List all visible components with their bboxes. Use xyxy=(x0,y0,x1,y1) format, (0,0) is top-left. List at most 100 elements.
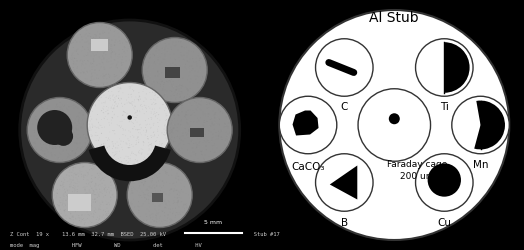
Point xyxy=(169,182,177,186)
Point xyxy=(202,140,210,144)
Point xyxy=(171,213,180,217)
Point xyxy=(155,124,163,128)
Point xyxy=(213,132,221,136)
Point xyxy=(70,56,79,60)
Point xyxy=(195,110,204,114)
Point xyxy=(204,122,213,126)
Point xyxy=(131,104,139,108)
Point xyxy=(39,106,47,110)
Point xyxy=(90,165,98,169)
Point xyxy=(159,75,167,79)
Point xyxy=(43,148,51,152)
Point xyxy=(86,164,94,168)
Point xyxy=(75,76,83,80)
Point xyxy=(128,100,136,103)
Point xyxy=(69,165,78,169)
Point xyxy=(92,32,100,36)
Point xyxy=(74,127,83,131)
Point xyxy=(86,183,94,187)
Point xyxy=(221,124,230,128)
Point xyxy=(193,143,201,147)
Point xyxy=(148,144,156,148)
Point xyxy=(74,60,83,64)
Point xyxy=(135,211,143,215)
Point xyxy=(118,71,127,75)
Point xyxy=(210,144,218,148)
Point xyxy=(112,146,120,150)
Point xyxy=(60,108,68,112)
Point xyxy=(69,122,77,126)
Point xyxy=(105,95,113,99)
Point xyxy=(169,61,177,65)
Point xyxy=(212,120,221,124)
Point xyxy=(170,94,179,98)
Point xyxy=(172,88,180,92)
Point xyxy=(142,80,150,84)
Point xyxy=(199,110,207,114)
Point xyxy=(123,45,132,49)
Point xyxy=(69,56,78,60)
Point xyxy=(152,183,161,187)
Point xyxy=(108,115,116,119)
Point xyxy=(77,208,85,212)
Point xyxy=(70,60,78,64)
Point xyxy=(80,74,89,78)
Point xyxy=(161,198,169,202)
Point xyxy=(108,38,116,42)
Point xyxy=(124,65,132,69)
Point xyxy=(81,70,90,74)
Point xyxy=(58,203,67,207)
Point xyxy=(183,125,192,129)
Point xyxy=(74,52,83,56)
Point xyxy=(179,68,187,72)
Point xyxy=(134,131,143,135)
Point xyxy=(105,123,114,127)
Point xyxy=(144,144,152,148)
Point xyxy=(91,197,99,201)
Point xyxy=(171,96,180,100)
Point xyxy=(193,81,202,85)
Point xyxy=(53,114,61,117)
Point xyxy=(84,31,93,35)
Point xyxy=(84,182,93,186)
Point xyxy=(150,66,159,70)
Point xyxy=(77,220,85,224)
Point xyxy=(188,138,196,142)
Point xyxy=(147,180,156,184)
Point xyxy=(199,130,208,134)
Point xyxy=(171,188,179,192)
Point xyxy=(64,99,73,103)
Point xyxy=(128,150,136,154)
Point xyxy=(150,54,159,58)
Point xyxy=(107,42,115,46)
Point xyxy=(88,191,96,195)
Point xyxy=(86,42,95,46)
Point xyxy=(159,86,167,90)
Point xyxy=(174,82,182,86)
Point xyxy=(58,130,66,134)
Point xyxy=(183,88,192,92)
Point xyxy=(84,170,93,174)
Point xyxy=(112,65,120,69)
Point xyxy=(143,130,151,134)
Point xyxy=(202,102,211,106)
Point xyxy=(60,178,69,182)
Point xyxy=(167,63,175,67)
Point xyxy=(197,132,205,136)
Point xyxy=(88,53,96,57)
Point xyxy=(126,190,134,194)
Point xyxy=(48,124,56,128)
Point xyxy=(69,66,78,70)
Point xyxy=(90,210,99,214)
Point xyxy=(211,111,219,115)
Point xyxy=(73,194,82,198)
Point xyxy=(210,143,219,147)
Point xyxy=(59,118,67,122)
Point xyxy=(53,118,61,122)
Point xyxy=(163,80,172,84)
Point xyxy=(150,193,159,197)
Point xyxy=(31,144,39,148)
Point xyxy=(151,190,160,194)
Point xyxy=(175,206,183,210)
Point xyxy=(64,194,72,198)
